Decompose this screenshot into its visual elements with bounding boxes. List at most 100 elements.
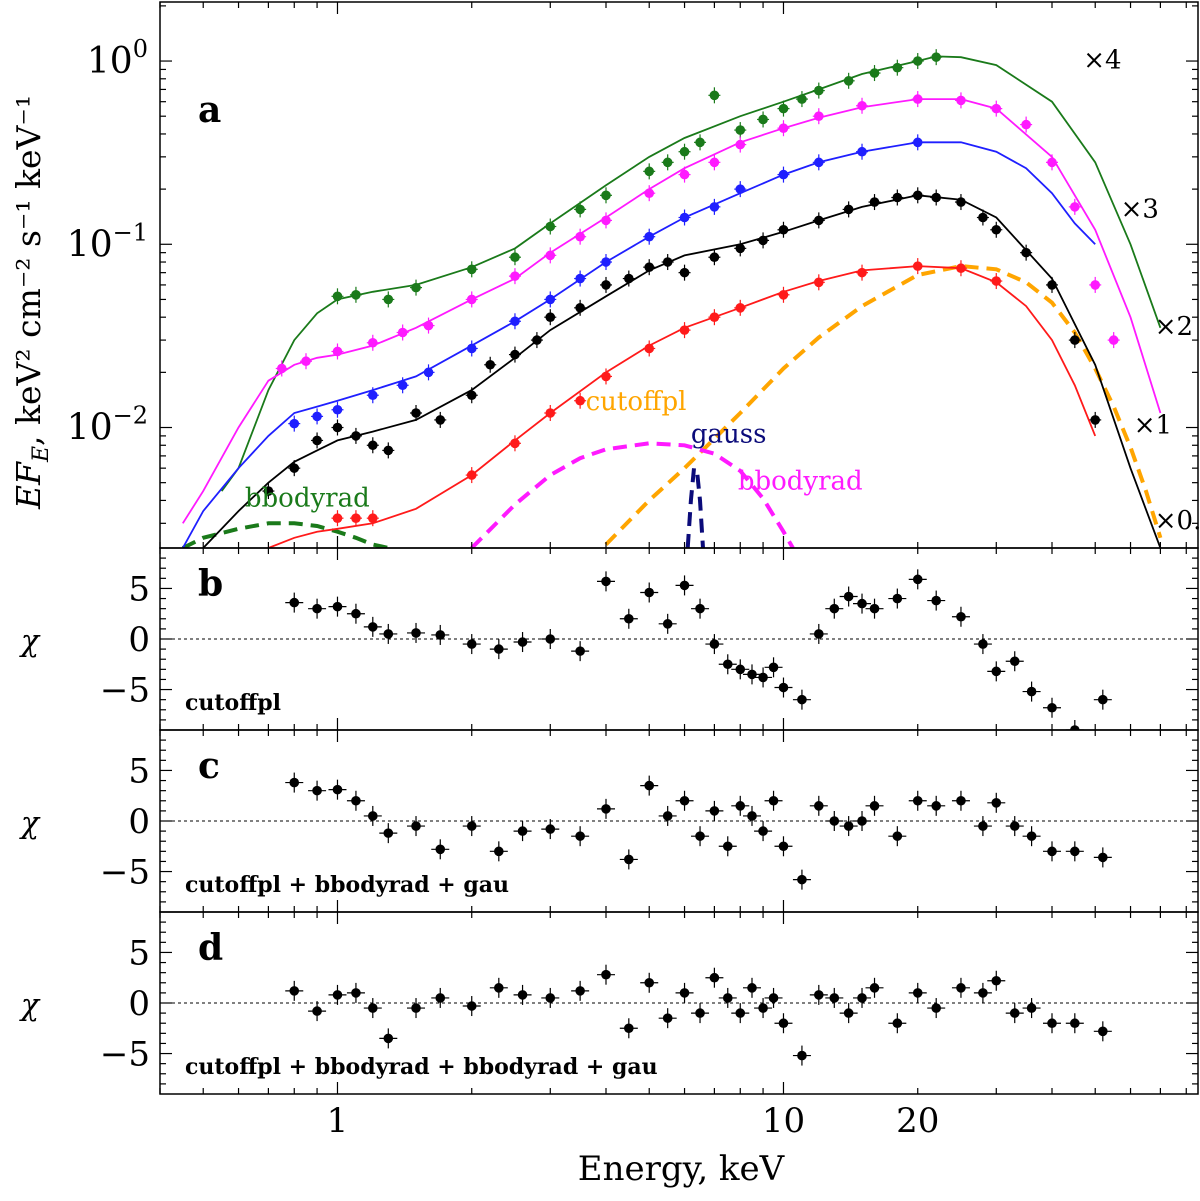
data-point bbox=[991, 224, 1002, 235]
data-point bbox=[601, 257, 611, 267]
data-point bbox=[978, 212, 988, 223]
y-tick-label-exponent: −2 bbox=[113, 402, 148, 430]
residual-point bbox=[289, 597, 300, 608]
y-tick-label-base: 10 bbox=[67, 408, 113, 449]
residual-point bbox=[722, 841, 733, 852]
residual-point bbox=[747, 811, 757, 821]
data-point bbox=[1047, 157, 1057, 168]
residual-point bbox=[1047, 1018, 1057, 1029]
residual-point bbox=[1009, 821, 1020, 831]
data-point bbox=[931, 192, 942, 203]
data-point bbox=[912, 94, 923, 104]
y-tick-label: 5 bbox=[128, 751, 150, 791]
residual-point bbox=[1026, 831, 1037, 841]
data-point bbox=[1047, 280, 1057, 290]
residual-point bbox=[735, 801, 746, 811]
data-point bbox=[662, 257, 673, 267]
data-point bbox=[545, 250, 556, 261]
panel-a-plot-area bbox=[181, 49, 1163, 548]
data-point bbox=[289, 418, 300, 429]
data-point bbox=[912, 56, 923, 66]
data-point bbox=[466, 390, 477, 401]
panel-c-model-label: cutoffpl + bbodyrad + gau bbox=[185, 872, 509, 898]
data-point bbox=[912, 137, 923, 148]
data-point bbox=[263, 486, 274, 496]
residual-point bbox=[843, 821, 854, 831]
data-point bbox=[857, 100, 867, 111]
residual-point bbox=[991, 798, 1002, 808]
residual-point bbox=[709, 972, 720, 983]
data-point bbox=[1070, 335, 1080, 345]
x-tick-label: 10 bbox=[762, 1101, 805, 1141]
data-point bbox=[813, 111, 824, 122]
panel-a-frame bbox=[159, 1, 1199, 549]
component-gauss-3 bbox=[685, 464, 705, 548]
data-point bbox=[532, 335, 542, 345]
residual-point bbox=[312, 603, 322, 614]
residual-point bbox=[1070, 846, 1080, 857]
panel-b-y-axis-label: χ bbox=[19, 624, 41, 659]
panel-a-letter: a bbox=[198, 89, 221, 131]
y-tick-label: 5 bbox=[128, 569, 150, 609]
series-scale-label: ×4 bbox=[1083, 46, 1121, 76]
panel-b-plot-area bbox=[160, 569, 1198, 730]
residual-point bbox=[843, 1008, 854, 1018]
y-tick-label-base: 10 bbox=[87, 41, 133, 82]
data-point bbox=[644, 166, 655, 177]
residual-point bbox=[735, 1008, 746, 1018]
residual-point bbox=[758, 672, 768, 683]
residual-point bbox=[843, 591, 854, 602]
data-point bbox=[575, 395, 585, 406]
data-point bbox=[679, 146, 690, 157]
residual-point bbox=[857, 993, 867, 1003]
data-point bbox=[869, 68, 880, 78]
data-point bbox=[735, 139, 746, 150]
data-point bbox=[709, 90, 720, 101]
residual-point bbox=[695, 1008, 705, 1018]
data-point bbox=[843, 204, 854, 215]
data-point bbox=[857, 267, 867, 278]
data-point bbox=[644, 262, 655, 272]
data-point bbox=[956, 263, 966, 274]
residual-point bbox=[813, 801, 824, 811]
data-point bbox=[601, 371, 611, 382]
y-tick-label: 0 bbox=[128, 802, 150, 842]
residual-point bbox=[411, 821, 421, 831]
data-point bbox=[545, 294, 556, 305]
series-scale-label: ×2 bbox=[1155, 312, 1193, 342]
residual-point bbox=[768, 993, 779, 1003]
data-point bbox=[510, 316, 520, 327]
residual-point bbox=[289, 777, 300, 788]
panel-d-letter: d bbox=[198, 927, 223, 969]
residual-point bbox=[367, 1003, 378, 1013]
data-point bbox=[466, 343, 477, 354]
residual-point bbox=[1098, 1026, 1108, 1037]
residual-point bbox=[383, 1033, 394, 1044]
data-point bbox=[601, 190, 611, 201]
residual-point bbox=[351, 988, 361, 998]
data-point bbox=[312, 435, 322, 446]
residual-point bbox=[797, 694, 807, 705]
residual-point bbox=[1009, 1008, 1020, 1018]
residual-point bbox=[892, 831, 903, 841]
data-point bbox=[1021, 247, 1031, 258]
residual-point bbox=[494, 983, 504, 993]
residual-point bbox=[435, 844, 446, 855]
y-tick-label: 0 bbox=[128, 984, 150, 1024]
y-tick-label: 0 bbox=[128, 620, 150, 660]
x-axis-label: Energy, keV bbox=[578, 1149, 786, 1189]
data-point bbox=[843, 76, 854, 86]
residual-point bbox=[869, 603, 880, 614]
ylabel-units: , keV² cm⁻² s⁻¹ keV⁻¹ bbox=[9, 95, 48, 446]
data-point bbox=[735, 125, 746, 135]
component-bbodyrad-2 bbox=[181, 521, 389, 548]
data-point bbox=[778, 103, 789, 114]
residual-point bbox=[435, 630, 446, 640]
residual-point bbox=[931, 1003, 942, 1013]
residual-point bbox=[383, 629, 394, 639]
residual-point bbox=[367, 811, 378, 821]
data-point bbox=[485, 359, 496, 370]
y-tick-label: 10−2 bbox=[67, 402, 148, 449]
